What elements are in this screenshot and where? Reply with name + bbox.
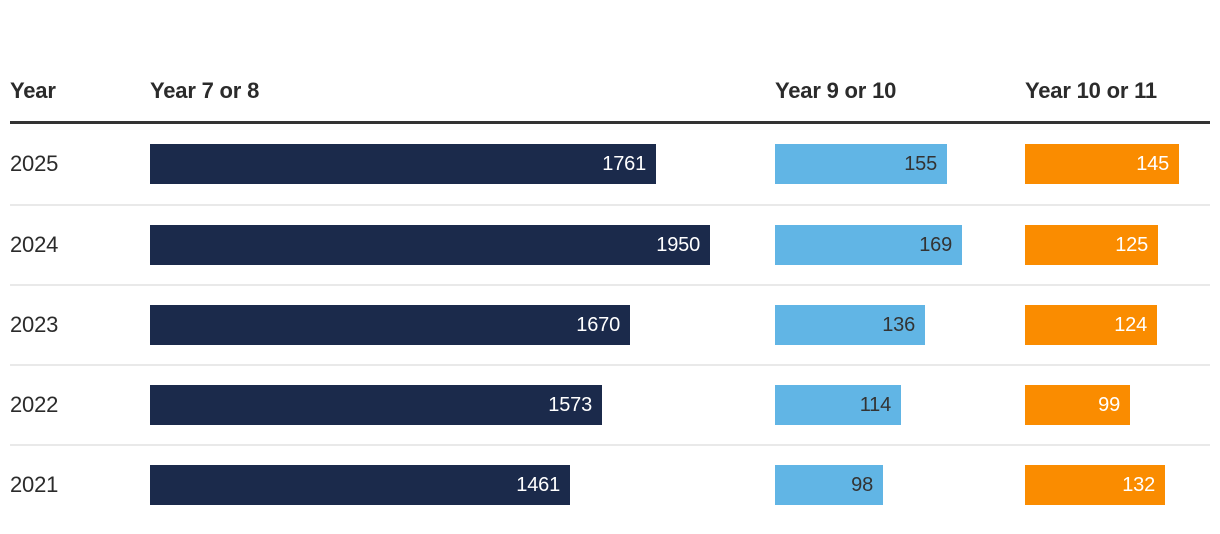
bar-year-9-or-10: 114 (775, 385, 901, 425)
bar-value-label: 124 (1114, 313, 1147, 336)
bar-year-10-or-11: 99 (1025, 385, 1130, 425)
bar-value-label: 1461 (516, 473, 560, 496)
bar-year-10-or-11: 132 (1025, 465, 1165, 505)
bar-cell: 99 (1025, 385, 1210, 425)
bar-cell: 1950 (150, 225, 775, 265)
bar-value-label: 1573 (548, 393, 592, 416)
bar-value-label: 136 (882, 313, 915, 336)
bar-year-7-or-8: 1573 (150, 385, 602, 425)
bar-value-label: 125 (1115, 233, 1148, 256)
bar-cell: 1573 (150, 385, 775, 425)
bar-value-label: 1950 (656, 233, 700, 256)
bar-year-7-or-8: 1670 (150, 305, 630, 345)
bar-year-10-or-11: 125 (1025, 225, 1158, 265)
bar-value-label: 155 (904, 152, 937, 175)
bar-cell: 155 (775, 144, 1025, 184)
table-header-row: Year Year 7 or 8 Year 9 or 10 Year 10 or… (10, 0, 1210, 124)
row-year-label: 2025 (10, 151, 59, 176)
table-row: 2022 1573 114 99 (10, 364, 1210, 444)
bar-cell: 132 (1025, 465, 1210, 505)
bar-value-label: 1670 (576, 313, 620, 336)
bar-year-9-or-10: 169 (775, 225, 962, 265)
bar-value-label: 145 (1136, 152, 1169, 175)
column-header-year: Year (10, 78, 56, 103)
bar-year-9-or-10: 98 (775, 465, 883, 505)
bar-cell: 98 (775, 465, 1025, 505)
bar-value-label: 132 (1122, 473, 1155, 496)
table-row: 2023 1670 136 124 (10, 284, 1210, 364)
bar-year-10-or-11: 124 (1025, 305, 1157, 345)
bar-year-9-or-10: 155 (775, 144, 947, 184)
bar-cell: 136 (775, 305, 1025, 345)
bar-year-7-or-8: 1761 (150, 144, 656, 184)
column-header-year-10-or-11: Year 10 or 11 (1025, 78, 1157, 103)
row-year-label: 2022 (10, 392, 59, 417)
bar-cell: 1761 (150, 144, 775, 184)
column-header-year-7-or-8: Year 7 or 8 (150, 78, 260, 103)
row-year-label: 2024 (10, 232, 59, 257)
bar-cell: 1670 (150, 305, 775, 345)
bar-cell: 114 (775, 385, 1025, 425)
column-header-year-9-or-10: Year 9 or 10 (775, 78, 897, 103)
table-body: 2025 1761 155 145 2024 1950 169 125 2023 1670 136 1… (10, 124, 1210, 524)
bar-cell: 169 (775, 225, 1025, 265)
bar-value-label: 114 (859, 393, 891, 416)
bar-cell: 124 (1025, 305, 1210, 345)
bar-value-label: 169 (919, 233, 952, 256)
table-row: 2024 1950 169 125 (10, 204, 1210, 284)
bar-year-7-or-8: 1461 (150, 465, 570, 505)
bar-value-label: 99 (1098, 393, 1120, 416)
bar-value-label: 98 (851, 473, 873, 496)
bar-cell: 125 (1025, 225, 1210, 265)
bar-cell: 1461 (150, 465, 775, 505)
row-year-label: 2021 (10, 472, 59, 497)
row-year-label: 2023 (10, 312, 59, 337)
table-row: 2021 1461 98 132 (10, 444, 1210, 524)
bar-year-9-or-10: 136 (775, 305, 925, 345)
bar-value-label: 1761 (602, 152, 646, 175)
table-row: 2025 1761 155 145 (10, 124, 1210, 204)
bar-year-7-or-8: 1950 (150, 225, 710, 265)
bar-cell: 145 (1025, 144, 1210, 184)
bar-year-10-or-11: 145 (1025, 144, 1179, 184)
